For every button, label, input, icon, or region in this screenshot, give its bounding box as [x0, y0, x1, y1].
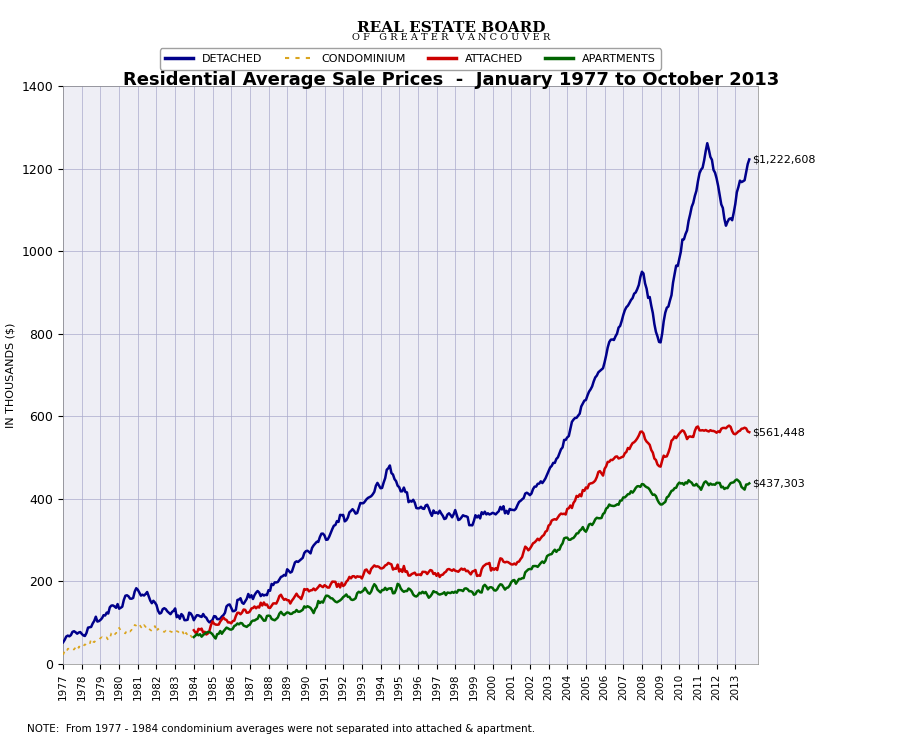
- Text: Residential Average Sale Prices  -  January 1977 to October 2013: Residential Average Sale Prices - Januar…: [123, 71, 779, 89]
- Text: REAL ESTATE BOARD: REAL ESTATE BOARD: [357, 21, 545, 34]
- Legend: DETACHED, CONDOMINIUM, ATTACHED, APARTMENTS: DETACHED, CONDOMINIUM, ATTACHED, APARTME…: [160, 49, 661, 70]
- Text: $561,448: $561,448: [752, 427, 805, 437]
- Text: $437,303: $437,303: [752, 478, 805, 488]
- Text: $1,222,608: $1,222,608: [752, 154, 815, 164]
- Y-axis label: IN THOUSANDS ($): IN THOUSANDS ($): [6, 322, 16, 428]
- Text: O F   G R E A T E R   V A N C O U V E R: O F G R E A T E R V A N C O U V E R: [352, 33, 550, 42]
- Text: NOTE:  From 1977 - 1984 condominium averages were not separated into attached & : NOTE: From 1977 - 1984 condominium avera…: [27, 724, 535, 734]
